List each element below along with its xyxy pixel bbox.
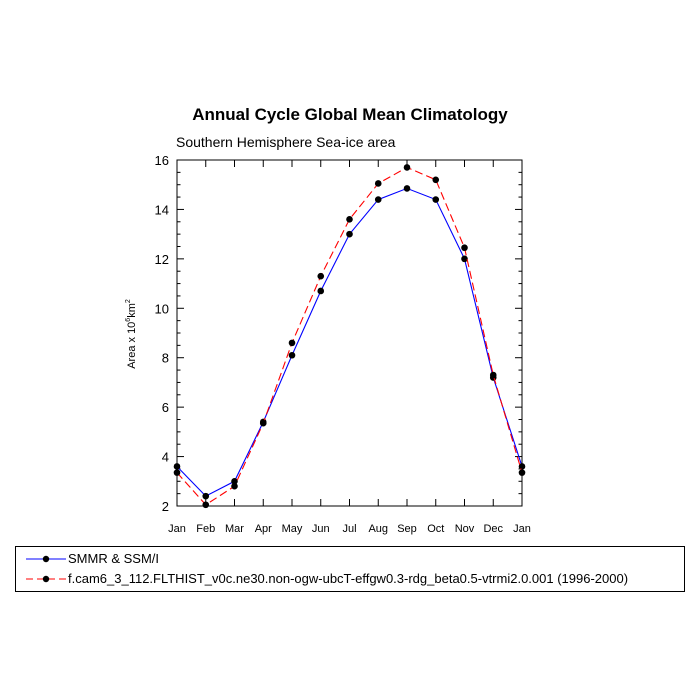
chart-title: Annual Cycle Global Mean Climatology — [192, 105, 508, 124]
legend-item-obs: SMMR & SSM/I — [16, 549, 684, 569]
data-point — [173, 469, 181, 476]
y-tick-label: 6 — [162, 400, 169, 415]
y-tick-label: 16 — [155, 153, 169, 168]
chart-legend: SMMR & SSM/I f.cam6_3_112.FLTHIST_v0c.ne… — [15, 546, 685, 592]
data-point — [432, 176, 440, 184]
data-point — [202, 501, 210, 509]
series-group — [173, 164, 526, 509]
x-tick-label: Oct — [427, 523, 444, 535]
data-point — [259, 419, 267, 427]
y-axis-label-unit: km — [126, 303, 138, 318]
data-point — [403, 185, 411, 192]
y-axis-label-main: Area x 10 — [126, 322, 138, 369]
y-tick-label: 2 — [162, 499, 169, 514]
data-point — [173, 463, 181, 470]
data-point — [461, 244, 468, 252]
data-point — [288, 351, 296, 359]
data-point — [202, 492, 210, 500]
legend-swatch-obs — [26, 555, 66, 563]
x-tick-label: Jan — [168, 523, 186, 535]
data-point — [374, 196, 382, 203]
axes: 2 4 6 8 10 12 14 16 Jan Feb Mar Apr May Jun Jul Aug Sep O… — [155, 153, 531, 535]
y-axis-label: Area x 106km2 — [125, 299, 138, 369]
y-tick-label: 14 — [155, 202, 169, 217]
x-tick-label: Aug — [368, 523, 388, 535]
data-point — [374, 180, 382, 187]
series-0 — [173, 185, 526, 500]
x-tick-label: Sep — [397, 523, 417, 535]
x-tick-label: Dec — [483, 523, 503, 535]
data-point — [346, 230, 353, 238]
data-point — [403, 164, 411, 171]
x-tick-label: Mar — [225, 523, 244, 535]
data-point — [231, 482, 238, 490]
data-point — [346, 216, 353, 223]
data-point — [518, 463, 526, 470]
series-1 — [173, 164, 526, 509]
y-tick-label: 10 — [155, 301, 169, 316]
x-tick-label: Jun — [312, 523, 330, 535]
x-tick-label: Apr — [255, 523, 272, 535]
chart-subtitle: Southern Hemisphere Sea-ice area — [176, 134, 396, 150]
x-tick-label: May — [282, 523, 303, 535]
data-point — [317, 287, 325, 295]
data-point — [518, 469, 526, 476]
data-point — [317, 272, 325, 280]
x-tick-label: Jul — [342, 523, 356, 535]
legend-label-obs: SMMR & SSM/I — [68, 551, 160, 566]
x-tick-label: Jan — [513, 523, 531, 535]
data-point — [489, 371, 497, 379]
y-axis-label-unit-exp: 2 — [125, 299, 132, 303]
y-tick-label: 12 — [155, 252, 169, 267]
data-point — [432, 196, 440, 203]
y-tick-label: 8 — [162, 351, 169, 366]
y-tick-label: 4 — [162, 450, 169, 465]
legend-item-model: f.cam6_3_112.FLTHIST_v0c.ne30.non-ogw-ub… — [16, 569, 684, 589]
y-axis-label-exp: 6 — [125, 318, 132, 322]
data-point — [231, 477, 238, 485]
data-point — [288, 339, 296, 347]
data-point — [461, 255, 468, 263]
x-tick-label: Feb — [196, 523, 215, 535]
x-tick-label: Nov — [455, 523, 475, 535]
plot-frame — [176, 159, 523, 507]
legend-swatch-model — [26, 575, 66, 583]
legend-label-model: f.cam6_3_112.FLTHIST_v0c.ne30.non-ogw-ub… — [68, 571, 629, 586]
